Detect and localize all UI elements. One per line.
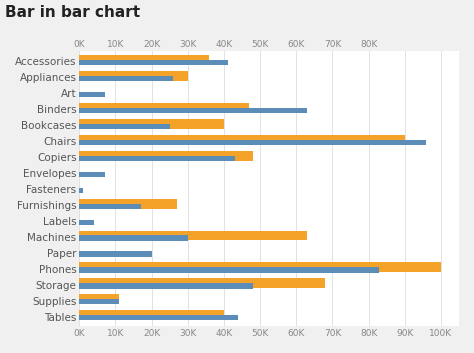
Bar bbox=[79, 231, 307, 240]
Bar bbox=[79, 310, 224, 320]
Bar bbox=[79, 235, 188, 241]
Bar bbox=[79, 199, 177, 209]
Bar bbox=[79, 251, 152, 257]
Bar bbox=[79, 124, 170, 129]
Bar bbox=[79, 187, 83, 193]
Bar bbox=[79, 172, 105, 177]
Bar bbox=[79, 119, 224, 128]
Bar bbox=[79, 71, 188, 81]
Bar bbox=[79, 140, 427, 145]
Bar bbox=[79, 151, 253, 161]
Bar bbox=[79, 294, 119, 304]
Bar bbox=[79, 76, 173, 81]
Bar bbox=[79, 103, 249, 113]
Bar bbox=[79, 92, 105, 97]
Bar bbox=[79, 315, 238, 321]
Bar bbox=[79, 135, 405, 145]
Bar bbox=[79, 204, 141, 209]
Bar bbox=[79, 220, 94, 225]
Bar bbox=[79, 279, 325, 288]
Bar bbox=[79, 108, 307, 113]
Text: Bar in bar chart: Bar in bar chart bbox=[5, 5, 140, 20]
Bar bbox=[79, 299, 119, 305]
Bar bbox=[79, 55, 210, 65]
Bar bbox=[79, 156, 235, 161]
Bar bbox=[79, 263, 441, 273]
Bar bbox=[79, 268, 380, 273]
Bar bbox=[79, 283, 253, 288]
Bar bbox=[79, 60, 228, 65]
